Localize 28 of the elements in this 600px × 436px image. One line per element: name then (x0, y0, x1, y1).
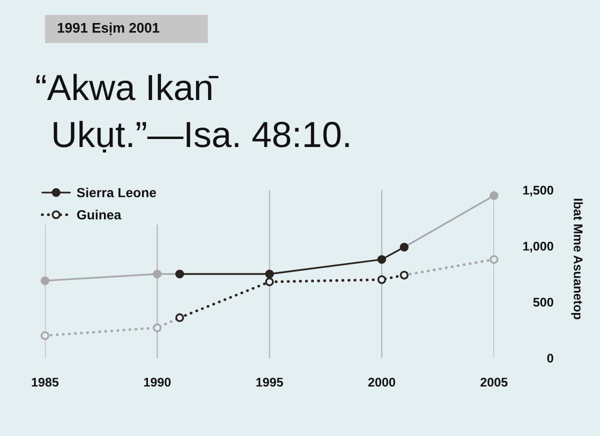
y-tick-label: 1,000 (523, 242, 554, 252)
point (490, 191, 498, 200)
point (265, 277, 274, 286)
point (400, 270, 409, 280)
point (265, 270, 274, 278)
point (152, 323, 162, 332)
point (40, 331, 50, 340)
x-tick-label: 1985 (32, 378, 59, 387)
point (152, 270, 162, 278)
point (400, 242, 409, 252)
y-tick-label: 1,500 (523, 186, 554, 196)
y-tick-label: 500 (533, 298, 554, 307)
x-tick-label: 1995 (256, 378, 284, 387)
point (175, 313, 184, 322)
point (175, 270, 184, 278)
legend-label: Sierra Leone (76, 188, 156, 198)
point (377, 275, 386, 284)
legend-label: Guinea (77, 210, 122, 220)
y-axis-title: Ibat Mme Asuanetop (571, 198, 583, 320)
point (40, 276, 50, 286)
x-tick-label: 2000 (368, 378, 396, 387)
y-tick-label: 0 (547, 354, 554, 363)
point (377, 255, 386, 264)
x-tick-label: 2005 (480, 378, 508, 387)
point (490, 255, 498, 264)
x-tick-label: 1990 (144, 378, 171, 387)
chart-title: 1991 Esịm 2001 (58, 22, 160, 36)
chart-subtitle: “Akwa Ikan̄ Ukụt.”—Isa. 48:10. (36, 74, 349, 152)
